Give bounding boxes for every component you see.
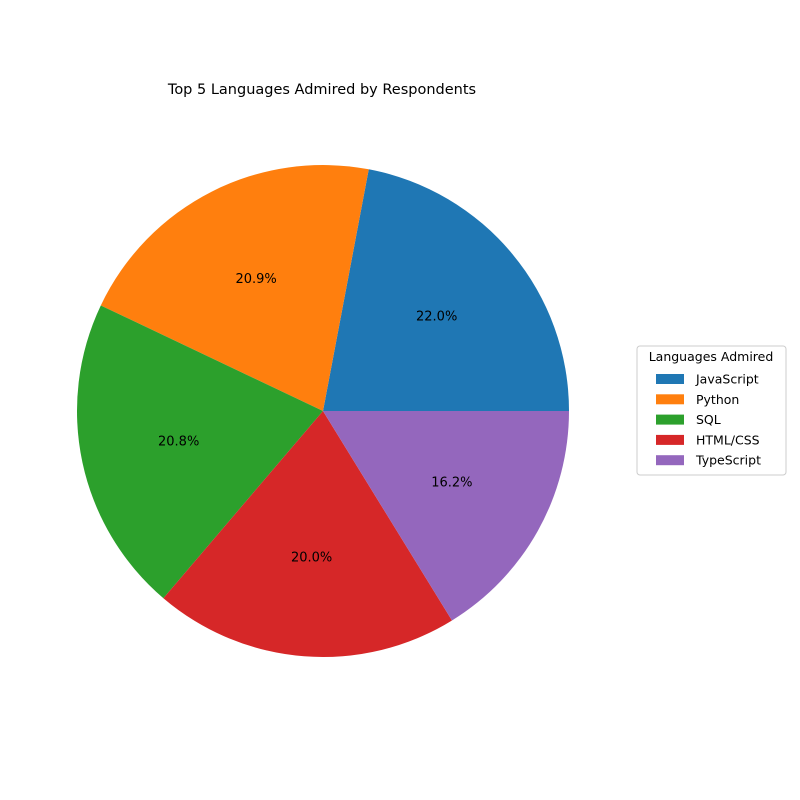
legend-label: HTML/CSS xyxy=(696,432,760,447)
legend-label: Python xyxy=(696,392,739,407)
pie-slice-python xyxy=(100,165,369,411)
legend-label: TypeScript xyxy=(695,453,761,468)
pie-slice-sql xyxy=(77,305,323,599)
legend-swatch xyxy=(656,394,684,405)
legend-swatch xyxy=(656,455,684,466)
legend-label: JavaScript xyxy=(695,372,759,387)
slice-percent-label: 16.2% xyxy=(431,475,472,490)
slice-percent-label: 20.0% xyxy=(291,551,332,566)
slice-percent-label: 22.0% xyxy=(416,309,457,324)
chart-title: Top 5 Languages Admired by Respondents xyxy=(167,82,476,98)
legend-swatch xyxy=(656,414,684,425)
legend-swatch xyxy=(656,374,684,384)
slice-percent-label: 20.8% xyxy=(158,434,199,449)
legend-items: JavaScript Python SQL HTML/CSS TypeScript xyxy=(656,372,761,468)
slice-percent-label: 20.9% xyxy=(235,272,276,287)
legend-swatch xyxy=(656,434,684,445)
pie-slice-typescript xyxy=(323,411,569,621)
pie-slices xyxy=(77,165,569,657)
legend-title: Languages Admired xyxy=(649,349,774,364)
pie-slice-html-css xyxy=(163,411,452,657)
pie-slice-javascript xyxy=(323,169,569,411)
legend: Languages Admired JavaScript Python SQL HTM… xyxy=(636,345,787,476)
pie-slice-labels: 22.0% 20.9% 20.8% 20.0% 16.2% xyxy=(158,272,473,566)
legend-label: SQL xyxy=(696,412,721,427)
